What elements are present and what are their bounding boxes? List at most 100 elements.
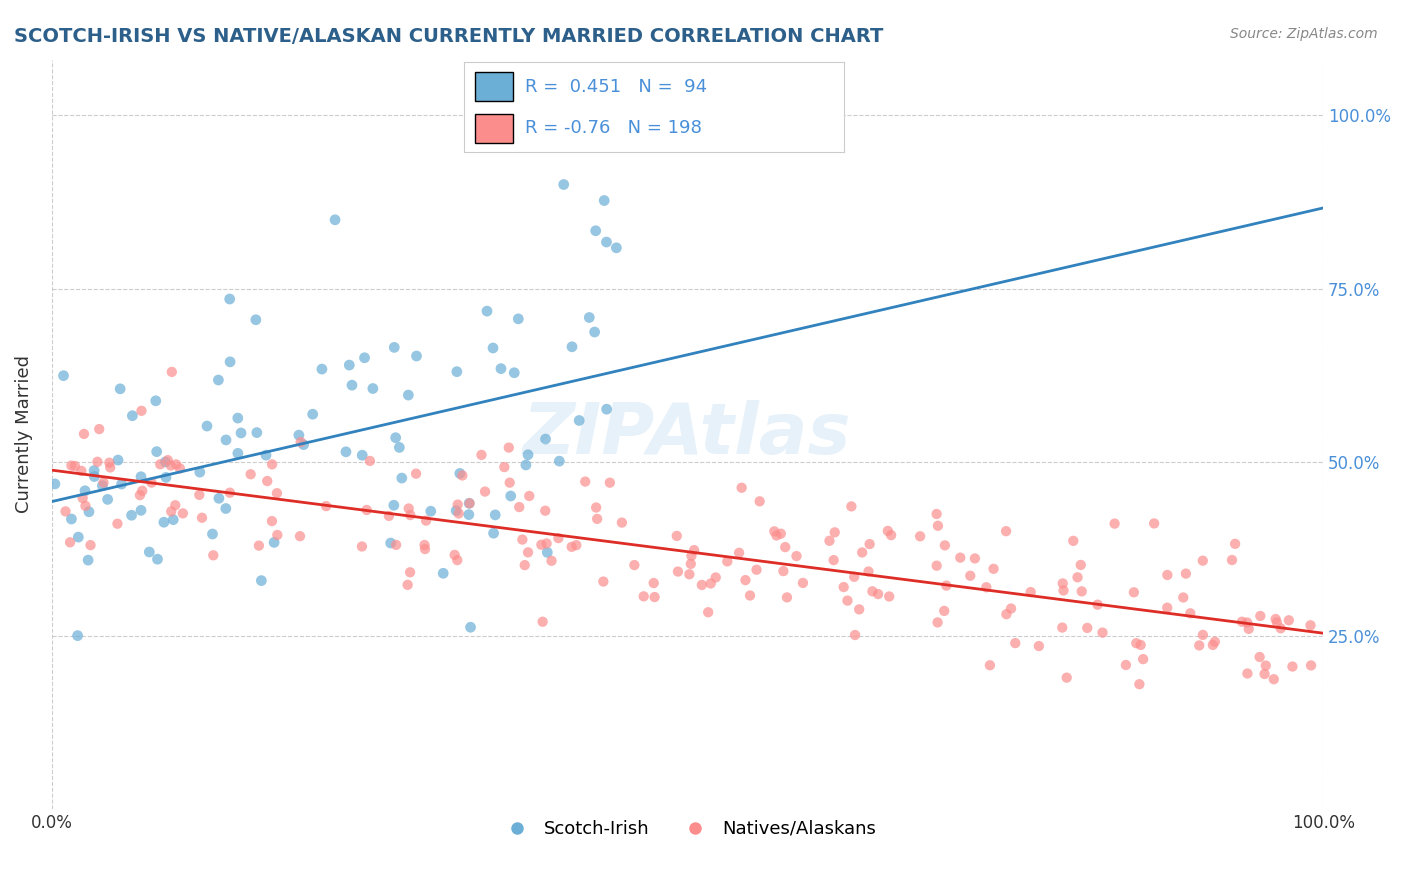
Point [934,538,956,552]
Point [475,304,498,318]
Point [340,378,363,392]
Y-axis label: Currently Married: Currently Married [15,355,32,514]
Point [776,591,799,605]
Point [561,540,583,554]
Point [254,448,277,462]
Point [405,349,427,363]
Point [1180,607,1202,621]
Point [679,557,702,571]
Point [1062,533,1084,548]
Point [995,607,1018,622]
Point [91,478,114,492]
Point [215,433,238,447]
Point [145,393,167,408]
Point [482,341,505,355]
Point [172,507,194,521]
Point [1254,658,1277,673]
Point [1236,615,1258,630]
Point [162,513,184,527]
Point [1052,621,1074,635]
Point [188,488,211,502]
Point [643,576,665,591]
Point [229,425,252,440]
Point [350,540,373,554]
Point [482,526,505,541]
Point [851,545,873,559]
Point [288,428,311,442]
Point [949,550,972,565]
Point [1052,583,1074,598]
Point [188,465,211,479]
Point [730,481,752,495]
Point [1070,558,1092,572]
Point [565,538,588,552]
Point [226,446,249,460]
Point [250,574,273,588]
Point [1115,658,1137,673]
Point [449,467,471,481]
Point [160,504,183,518]
Point [716,554,738,568]
Point [262,458,284,472]
Point [292,437,315,451]
Point [44,477,66,491]
Point [66,629,89,643]
Point [925,558,948,573]
Point [568,413,591,427]
Point [508,500,530,514]
Point [595,235,617,249]
Point [1052,576,1074,591]
Point [77,553,100,567]
Point [361,382,384,396]
Point [700,576,723,591]
Point [935,578,957,592]
Point [578,310,600,325]
Point [763,524,786,539]
Point [60,458,83,473]
Point [107,516,129,531]
Point [195,419,218,434]
Point [419,504,441,518]
Point [129,488,152,502]
Point [460,620,482,634]
Point [156,453,179,467]
Point [1223,537,1246,551]
Point [860,584,883,599]
Point [160,458,183,473]
Point [165,458,187,472]
Point [55,504,77,518]
Point [745,563,768,577]
Point [266,528,288,542]
Point [595,402,617,417]
Point [773,540,796,554]
Point [208,491,231,506]
Point [1270,621,1292,635]
Point [934,604,956,618]
Point [534,432,557,446]
Point [399,566,422,580]
Point [149,458,172,472]
Text: R =  0.451   N =  94: R = 0.451 N = 94 [524,78,707,95]
Point [131,483,153,498]
Point [1087,598,1109,612]
Point [644,590,666,604]
Point [288,529,311,543]
Point [110,477,132,491]
Point [1000,601,1022,615]
Point [70,464,93,478]
Point [665,529,688,543]
Point [494,460,516,475]
Point [574,475,596,489]
Text: SCOTCH-IRISH VS NATIVE/ALASKAN CURRENTLY MARRIED CORRELATION CHART: SCOTCH-IRISH VS NATIVE/ALASKAN CURRENTLY… [14,27,883,45]
Point [202,549,225,563]
Point [311,362,333,376]
Point [169,461,191,475]
Point [610,516,633,530]
Point [1230,615,1253,629]
Point [848,602,870,616]
Point [844,628,866,642]
Point [837,593,859,607]
Point [683,543,706,558]
Point [1192,628,1215,642]
Point [315,499,337,513]
